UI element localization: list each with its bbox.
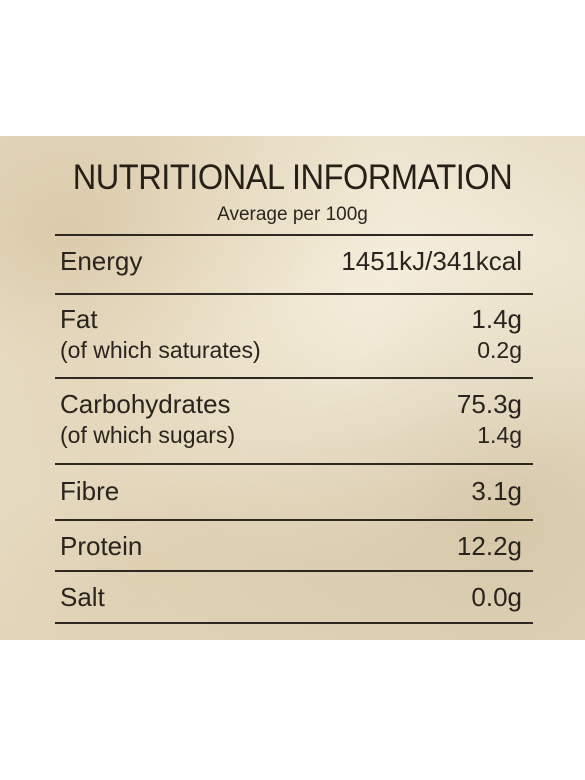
protein-value: 12.2g: [456, 531, 522, 561]
divider-fat: [55, 377, 533, 379]
energy-label: Energy: [60, 246, 143, 276]
divider-protein: [55, 570, 533, 572]
row-fibre: Fibre 3.1g: [60, 476, 522, 507]
fibre-value: 3.1g: [471, 476, 522, 506]
divider-salt: [55, 622, 533, 624]
divider-fibre: [55, 519, 533, 521]
salt-value: 0.0g: [471, 582, 522, 612]
row-energy: Energy 1451kJ/341kcal: [60, 246, 522, 277]
protein-label: Protein: [60, 531, 143, 561]
sugars-label: (of which sugars): [60, 422, 236, 448]
fat-label: Fat: [60, 304, 98, 334]
saturates-label: (of which saturates): [60, 337, 261, 363]
carbohydrates-label: Carbohydrates: [60, 389, 231, 419]
fibre-label: Fibre: [60, 476, 120, 506]
row-fat: Fat 1.4g (of which saturates) 0.2g: [60, 304, 522, 364]
saturates-value: 0.2g: [477, 337, 522, 363]
fat-value: 1.4g: [471, 304, 522, 334]
energy-value: 1451kJ/341kcal: [341, 246, 522, 276]
nutrition-subtitle: Average per 100g: [217, 204, 368, 225]
carbohydrates-value: 75.3g: [456, 389, 522, 419]
salt-label: Salt: [60, 582, 105, 612]
sugars-value: 1.4g: [477, 422, 522, 448]
row-carbohydrates: Carbohydrates 75.3g (of which sugars) 1.…: [60, 389, 522, 449]
nutrition-title: NUTRITIONAL INFORMATION: [72, 158, 513, 197]
nutrition-label-panel: NUTRITIONAL INFORMATION Average per 100g…: [0, 136, 585, 640]
row-protein: Protein 12.2g: [60, 531, 522, 562]
divider-header: [55, 234, 533, 236]
divider-energy: [55, 293, 533, 295]
row-salt: Salt 0.0g: [60, 582, 522, 613]
divider-carbohydrates: [55, 463, 533, 465]
